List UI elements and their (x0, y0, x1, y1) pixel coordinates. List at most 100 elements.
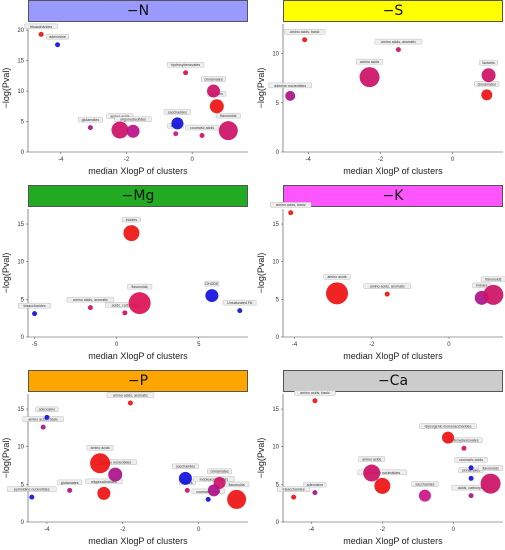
cluster-point (468, 465, 474, 471)
point-label-box (185, 124, 219, 131)
y-axis-label: −log(Pval) (1, 253, 11, 294)
point-label-box (204, 280, 220, 287)
x-tick-label: -2 (369, 342, 375, 348)
cluster-point (111, 121, 129, 139)
y-axis-label: −log(Pval) (256, 253, 266, 294)
cluster-point (468, 475, 474, 481)
y-tick-label: 0 (21, 520, 25, 526)
x-tick-label: 0 (451, 157, 455, 163)
point-label-box (171, 463, 199, 469)
cluster-point (205, 496, 211, 502)
point-label: amino acids (327, 275, 346, 279)
point-label-box (57, 479, 83, 486)
y-tick-label: 0 (21, 335, 25, 341)
x-tick-label: -4 (58, 157, 64, 163)
point-label-box (114, 116, 152, 122)
panel-title-strip: −Ca (283, 370, 503, 392)
point-label-box (284, 29, 326, 35)
point-label: indoles (476, 284, 488, 288)
point-label: amino acids, basic (300, 391, 330, 395)
point-label: coumaric acids (190, 126, 214, 130)
x-axis-label: median XlogP of clusters (343, 351, 443, 361)
panel-title-strip: −K (283, 185, 503, 207)
x-tick-label: -2 (120, 527, 126, 533)
point-label-box (454, 457, 488, 463)
cluster-point (363, 464, 381, 482)
cluster-point (218, 121, 238, 141)
point-label-box (277, 486, 311, 492)
point-label: Glycogenic monosaccharides (425, 425, 472, 429)
cluster-point (108, 467, 123, 482)
point-label-box (270, 202, 312, 208)
point-label: indoleacetic acids (200, 477, 229, 481)
point-label: Unsaturated FA (227, 301, 253, 305)
point-label: amino acids, aromatic (370, 284, 405, 288)
cluster-point (127, 400, 133, 406)
cluster-point (44, 414, 50, 420)
cluster-point (461, 445, 467, 451)
point-label-box (358, 456, 386, 462)
cluster-point (90, 453, 111, 474)
point-label: trisaccharides (283, 488, 305, 492)
point-label: hydroxybenzoates (171, 63, 200, 67)
y-tick-label: 15 (272, 407, 279, 413)
point-label: amino acids (362, 457, 381, 461)
scatter-plot: 0 5 10 15 -4 -2 0 median XlogP of clusters −log(… (256, 202, 505, 361)
point-label-box (106, 392, 155, 398)
y-tick-label: 5 (21, 120, 25, 126)
cluster-point (483, 284, 504, 305)
panel-minus-ca: −Ca 0 5 10 15 -4 -2 0 median XlogP of clusters −l… (255, 370, 505, 550)
cluster-point (67, 487, 73, 493)
panel-minus-s: −S 0 5 10 -4 -2 0 median XlogP of clusters −log(… (255, 0, 505, 180)
point-label: saccharides (415, 483, 434, 487)
cluster-point (481, 68, 496, 83)
x-tick-label: -2 (380, 527, 386, 533)
x-axis-label: median XlogP of clusters (343, 166, 443, 176)
cluster-point (173, 131, 179, 137)
point-label: adenosine (49, 35, 66, 39)
point-label-box (127, 283, 153, 290)
y-tick-label: 5 (21, 297, 25, 303)
cluster-point (288, 210, 294, 216)
scatter-plot: 0 5 10 15 -4 -2 0 median XlogP of clusters −log(… (256, 390, 503, 546)
x-axis-label: median XlogP of clusters (88, 536, 188, 546)
cluster-point (480, 473, 501, 494)
panel-title-strip: −P (28, 370, 248, 392)
cluster-point (122, 310, 128, 316)
x-tick-label: -5 (32, 342, 38, 348)
point-label: amino acids, basic (28, 418, 58, 422)
y-axis-label: −log(Pval) (256, 438, 266, 479)
point-label-box (201, 76, 226, 82)
cluster-point (87, 305, 93, 311)
cluster-point (481, 89, 493, 101)
cluster-point (123, 225, 140, 242)
x-tick-label: 0 (447, 342, 451, 348)
point-label: hydroxybenzoates (449, 439, 478, 443)
cluster-point (87, 125, 93, 131)
point-label: flavonoids (132, 285, 148, 289)
point-label: cinnamates (462, 469, 481, 473)
point-label: adenosine (307, 483, 324, 487)
y-tick-label: 0 (21, 150, 25, 156)
point-label: amino acids (110, 114, 129, 118)
point-label: cinnamates (210, 470, 229, 474)
point-label: amino acids, aromatic (73, 298, 108, 302)
y-tick-label: 10 (272, 52, 279, 58)
cluster-point (97, 486, 111, 500)
cluster-point (285, 90, 296, 101)
cluster-point (171, 117, 184, 130)
cluster-point (326, 282, 349, 305)
point-label-box (22, 416, 64, 422)
point-label: trisaccharides (30, 25, 52, 29)
cluster-point (128, 292, 151, 315)
cluster-point (291, 494, 297, 500)
cluster-point (374, 477, 391, 494)
cluster-point (55, 42, 61, 48)
cluster-point (468, 493, 474, 499)
point-label-box (323, 274, 351, 280)
cluster-point (384, 291, 390, 297)
panel-minus-k: −K 0 5 10 15 -4 -2 0 median XlogP of clusters −lo… (255, 185, 505, 365)
cluster-point (126, 124, 140, 138)
cluster-point (207, 484, 220, 497)
cluster-point (207, 84, 221, 98)
